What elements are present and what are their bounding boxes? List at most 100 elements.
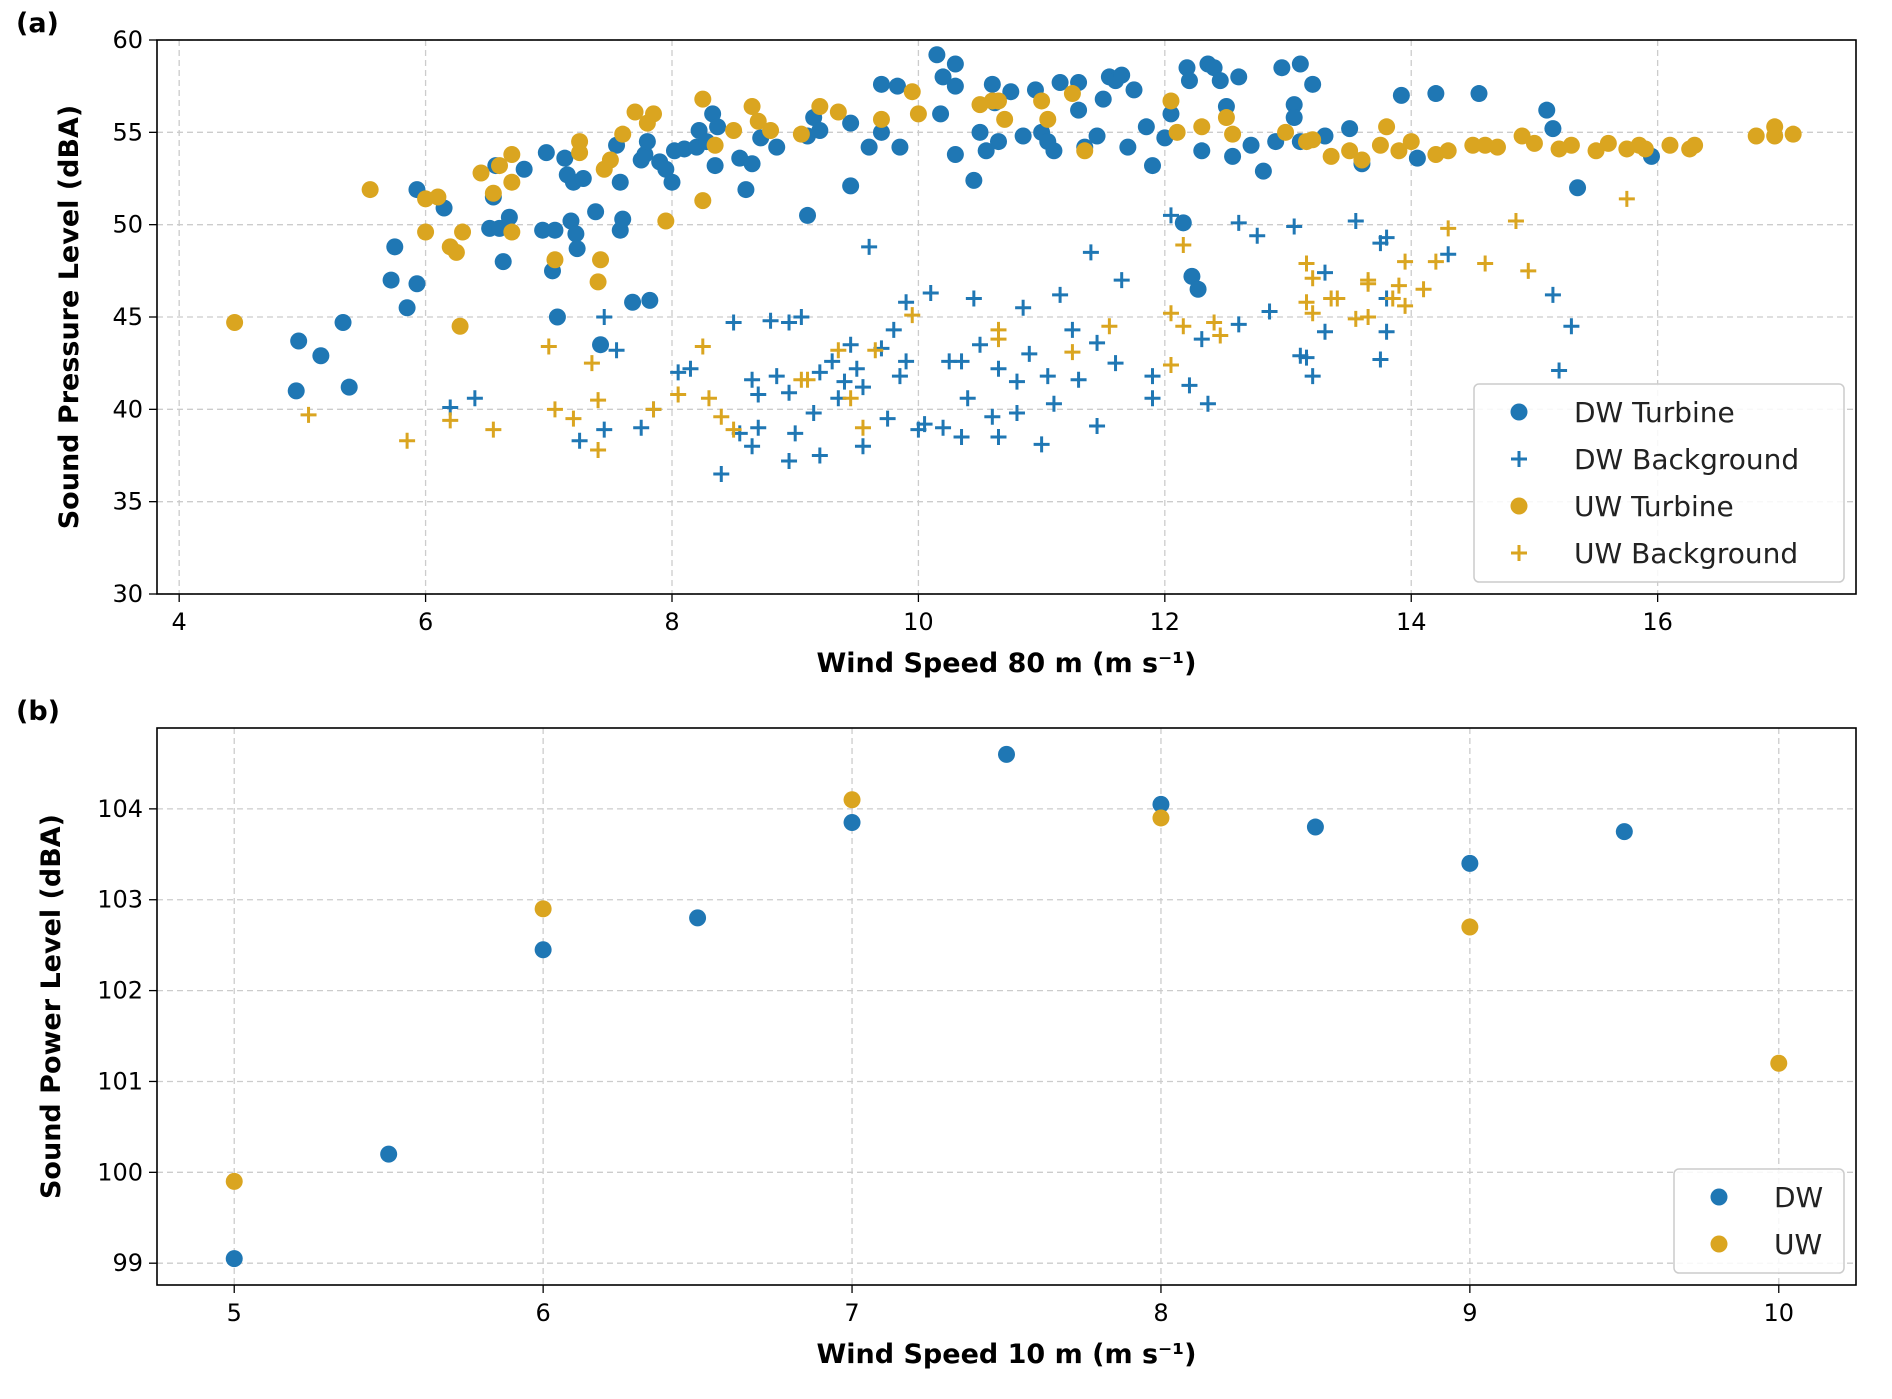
legend-label: UW Turbine bbox=[1574, 490, 1734, 523]
data-point bbox=[1230, 316, 1247, 333]
data-point bbox=[1052, 286, 1069, 303]
x-tick-label: 7 bbox=[844, 1299, 859, 1327]
data-point bbox=[1144, 390, 1161, 407]
data-point bbox=[805, 405, 822, 422]
data-point bbox=[743, 97, 761, 115]
data-point bbox=[811, 121, 829, 139]
data-point bbox=[1587, 142, 1605, 160]
data-point bbox=[1525, 134, 1543, 152]
data-point bbox=[1180, 72, 1198, 90]
data-point bbox=[1045, 142, 1063, 160]
data-point bbox=[989, 92, 1007, 110]
data-point bbox=[737, 181, 755, 199]
data-point bbox=[567, 225, 585, 243]
data-point bbox=[1175, 236, 1192, 253]
data-point bbox=[700, 390, 717, 407]
y-tick-label: 99 bbox=[112, 1249, 143, 1277]
data-point bbox=[1125, 81, 1143, 99]
data-point bbox=[1291, 55, 1309, 73]
data-point bbox=[1341, 142, 1359, 160]
data-point bbox=[641, 291, 659, 309]
data-point bbox=[971, 123, 989, 141]
data-point bbox=[1544, 286, 1561, 303]
data-point bbox=[546, 251, 564, 269]
data-point bbox=[472, 164, 490, 182]
data-point bbox=[922, 284, 939, 301]
data-point bbox=[1162, 305, 1179, 322]
data-point bbox=[1397, 297, 1414, 314]
x-tick-label: 8 bbox=[1153, 1299, 1168, 1327]
data-point bbox=[872, 75, 890, 93]
data-point bbox=[1563, 318, 1580, 335]
x-tick-label: 6 bbox=[535, 1299, 550, 1327]
data-point bbox=[946, 55, 964, 73]
series-uw-background bbox=[300, 190, 1635, 458]
data-point bbox=[811, 97, 829, 115]
panel-label: (a) bbox=[16, 8, 59, 39]
x-tick-label: 10 bbox=[903, 608, 934, 636]
y-tick-label: 50 bbox=[112, 211, 143, 239]
data-point bbox=[1461, 854, 1479, 872]
legend-marker bbox=[1710, 1235, 1728, 1253]
data-point bbox=[361, 181, 379, 199]
data-point bbox=[386, 238, 404, 256]
data-point bbox=[984, 408, 1001, 425]
data-point bbox=[1137, 118, 1155, 136]
data-point bbox=[989, 133, 1007, 151]
data-point bbox=[596, 309, 613, 325]
data-point bbox=[614, 210, 632, 228]
data-point bbox=[592, 336, 610, 354]
data-point bbox=[1298, 294, 1315, 311]
y-tick-label: 35 bbox=[112, 488, 143, 516]
data-point bbox=[500, 208, 518, 226]
data-point bbox=[1039, 368, 1056, 385]
data-point bbox=[1183, 267, 1201, 285]
data-point bbox=[935, 419, 952, 436]
data-point bbox=[750, 386, 767, 403]
data-point bbox=[1162, 105, 1180, 123]
data-point bbox=[898, 294, 915, 311]
data-point bbox=[1205, 59, 1223, 77]
data-point bbox=[1181, 377, 1198, 394]
y-axis-label: Sound Pressure Level (dBA) bbox=[54, 105, 85, 530]
data-point bbox=[1360, 275, 1377, 292]
data-point bbox=[854, 438, 871, 455]
data-point bbox=[1015, 299, 1032, 316]
data-point bbox=[1513, 127, 1531, 145]
data-point bbox=[872, 123, 890, 141]
data-point bbox=[1119, 138, 1137, 156]
data-point bbox=[998, 745, 1015, 763]
data-point bbox=[571, 144, 589, 162]
data-point bbox=[1230, 214, 1247, 231]
legend: DW Turbine DW Background UW Turbine UW Back… bbox=[1473, 383, 1845, 583]
data-point bbox=[861, 238, 878, 255]
data-point bbox=[447, 243, 465, 261]
data-point bbox=[1551, 362, 1568, 379]
data-point bbox=[682, 360, 699, 377]
data-point bbox=[1249, 227, 1266, 244]
data-point bbox=[842, 114, 860, 132]
data-point bbox=[1615, 823, 1633, 841]
data-point bbox=[799, 206, 817, 224]
series-dw bbox=[225, 745, 1633, 1268]
data-point bbox=[454, 223, 472, 241]
data-point bbox=[1094, 90, 1112, 108]
data-point bbox=[934, 68, 952, 86]
data-point bbox=[1261, 303, 1278, 320]
data-point bbox=[534, 900, 552, 918]
data-point bbox=[1206, 314, 1223, 331]
data-point bbox=[1397, 253, 1414, 270]
data-point bbox=[1045, 395, 1062, 412]
legend-marker bbox=[1510, 497, 1528, 515]
data-point bbox=[1152, 809, 1170, 827]
series-dw-background bbox=[442, 207, 1580, 482]
data-point bbox=[540, 338, 557, 355]
data-point bbox=[1285, 96, 1303, 114]
data-point bbox=[1562, 136, 1580, 154]
data-point bbox=[562, 212, 580, 230]
data-point bbox=[1770, 1054, 1788, 1072]
data-point bbox=[1152, 795, 1170, 813]
data-point bbox=[1353, 151, 1371, 169]
data-point bbox=[1199, 395, 1216, 412]
